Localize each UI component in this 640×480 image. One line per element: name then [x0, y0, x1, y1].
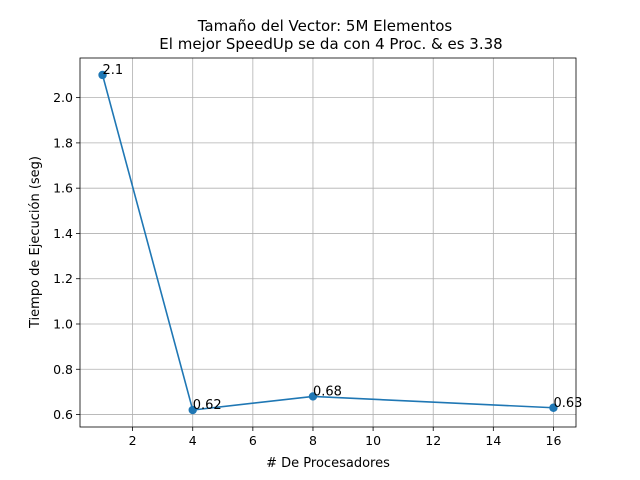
plot-frame — [79, 57, 577, 428]
y-tick-label: 1.0 — [53, 316, 73, 331]
y-tick-label: 2.0 — [53, 90, 73, 105]
y-tick-label: 1.4 — [53, 226, 73, 241]
chart-title: Tamaño del Vector: 5M Elementos — [197, 17, 453, 35]
y-axis-ticks: 0.6 0.8 1.0 1.2 1.4 1.6 1.8 2.0 — [53, 90, 80, 422]
data-point — [98, 70, 107, 80]
y-tick-label: 1.8 — [53, 135, 73, 150]
y-tick-label: 1.2 — [53, 271, 73, 286]
series-layer: 2.1 0.62 0.68 0.63 — [98, 63, 582, 415]
x-tick-label: 10 — [365, 433, 381, 448]
x-axis-label: # De Procesadores — [266, 456, 390, 471]
data-point — [549, 403, 558, 412]
y-axis-label: Tiempo de Ejecución (seg) — [28, 156, 43, 329]
x-tick-label: 16 — [546, 433, 562, 448]
data-label: 0.68 — [313, 384, 342, 399]
x-tick-label: 12 — [425, 433, 441, 448]
series-line — [101, 74, 554, 411]
x-tick-label: 6 — [249, 433, 257, 448]
chart-subtitle: El mejor SpeedUp se da con 4 Proc. & es … — [159, 35, 502, 53]
grid — [80, 58, 576, 427]
x-axis-ticks: 2 4 6 8 10 12 14 16 — [129, 427, 562, 448]
data-label: 0.62 — [193, 398, 222, 413]
data-label: 0.63 — [553, 396, 582, 411]
data-point — [308, 392, 318, 401]
x-tick-label: 8 — [309, 433, 317, 448]
x-tick-label: 14 — [485, 433, 501, 448]
y-tick-label: 0.6 — [53, 407, 73, 422]
x-tick-label: 4 — [189, 433, 197, 448]
y-tick-label: 0.8 — [53, 362, 73, 377]
data-point — [188, 405, 197, 415]
x-tick-label: 2 — [129, 433, 137, 448]
data-label: 2.1 — [103, 63, 124, 78]
y-tick-label: 1.6 — [53, 181, 73, 196]
